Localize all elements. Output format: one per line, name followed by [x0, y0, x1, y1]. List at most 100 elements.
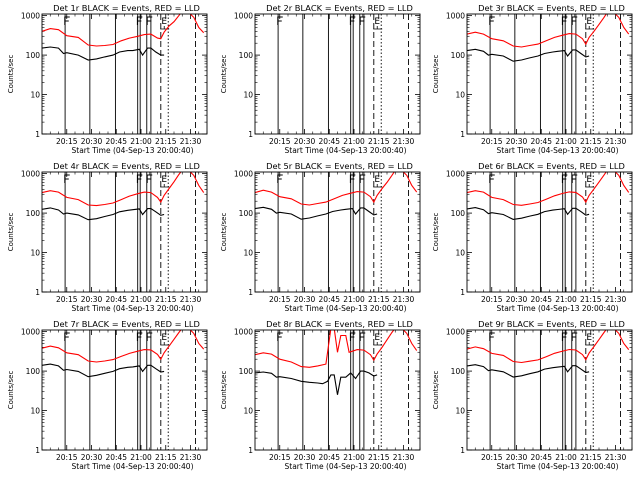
flag-marker-F	[64, 332, 70, 341]
bracket-marker-E: E	[374, 333, 380, 343]
flag-marker-F	[136, 332, 143, 341]
flag-marker-F	[359, 174, 366, 183]
y-tick-label: 10	[455, 249, 465, 258]
flag-marker-F	[277, 16, 283, 25]
x-tick-label: 20:45	[318, 295, 340, 304]
plot-area: E	[467, 330, 630, 450]
x-tick-label: 21:30	[393, 137, 415, 146]
x-tick-label: 20:15	[269, 137, 291, 146]
x-tick-label: 20:45	[105, 453, 127, 462]
plot-area: E	[255, 330, 418, 450]
x-tick-label: 21:30	[605, 453, 627, 462]
y-axis-label: Counts/sec	[432, 371, 440, 410]
x-tick-label: 20:45	[105, 137, 127, 146]
y-tick-label: 1000	[446, 170, 465, 179]
bracket-marker-bar	[585, 184, 595, 188]
x-tick-label: 21:15	[580, 295, 602, 304]
y-tick-label: 10	[243, 249, 253, 258]
series-line-events	[255, 370, 378, 395]
y-axis-label: Counts/sec	[7, 371, 15, 410]
x-tick-label: 21:30	[605, 137, 627, 146]
x-tick-label: 21:00	[343, 453, 365, 462]
flag-marker-F	[146, 174, 153, 183]
x-tick-label: 20:45	[318, 137, 340, 146]
panel-9: Det 9r BLACK = Events, RED = LLD 1 10 100 10…	[432, 319, 633, 471]
panel-title: Det 6r BLACK = Events, RED = LLD	[478, 161, 625, 171]
y-axis-label: Counts/sec	[220, 55, 228, 94]
panel-1: Det 1r BLACK = Events, RED = LLD 1 10 100 10…	[7, 3, 208, 155]
bracket-marker-bar	[585, 26, 595, 30]
panel-title: Det 9r BLACK = Events, RED = LLD	[478, 319, 625, 329]
y-tick-label: 1000	[446, 328, 465, 337]
x-axis-label: Start Time (04-Sep-13 20:00:40)	[285, 304, 407, 313]
bracket-marker-bar	[585, 342, 595, 346]
y-tick-label: 1000	[21, 170, 40, 179]
x-tick-label: 21:30	[393, 453, 415, 462]
bracket-marker-bar	[373, 342, 383, 346]
series-line-lld	[42, 330, 205, 363]
series-line-lld	[42, 14, 205, 47]
x-tick-label: 21:00	[130, 295, 152, 304]
flag-marker-F	[349, 16, 356, 25]
y-tick-label: 100	[451, 367, 466, 376]
flag-marker-F	[64, 174, 70, 183]
y-tick-label: 1000	[446, 12, 465, 21]
plot-frame	[466, 329, 633, 451]
series-line-lld	[467, 172, 630, 206]
x-tick-label: 20:30	[81, 295, 103, 304]
flag-marker-F	[136, 16, 143, 25]
series-line-events	[467, 48, 590, 62]
x-tick-label: 21:30	[393, 295, 415, 304]
x-tick-label: 20:15	[481, 453, 503, 462]
bracket-marker-bar	[160, 184, 170, 188]
panel-title: Det 1r BLACK = Events, RED = LLD	[53, 3, 200, 13]
y-axis-label: Counts/sec	[220, 213, 228, 252]
series-line-events	[42, 46, 165, 61]
panel-7: Det 7r BLACK = Events, RED = LLD 1 10 100 10…	[7, 319, 208, 471]
plot-area: E	[42, 14, 205, 134]
y-tick-label: 1	[460, 130, 465, 139]
x-tick-label: 20:45	[530, 137, 552, 146]
x-tick-label: 21:30	[180, 453, 202, 462]
y-axis-label: Counts/sec	[7, 213, 15, 252]
panel-4: Det 4r BLACK = Events, RED = LLD 1 10 100 10…	[7, 161, 208, 313]
plot-area: E	[277, 14, 409, 134]
bracket-marker-E: E	[161, 333, 167, 343]
flag-marker-F	[489, 332, 495, 341]
bracket-marker-bar	[373, 184, 383, 188]
y-tick-label: 10	[455, 407, 465, 416]
y-tick-label: 100	[239, 367, 254, 376]
series-line-lld	[42, 172, 205, 207]
series-line-events	[42, 363, 165, 378]
y-tick-label: 10	[30, 407, 40, 416]
flag-marker-F	[359, 16, 366, 25]
x-axis-label: Start Time (04-Sep-13 20:00:40)	[285, 146, 407, 155]
x-tick-label: 20:15	[56, 295, 78, 304]
x-tick-label: 21:15	[368, 295, 390, 304]
x-tick-label: 21:15	[580, 453, 602, 462]
bracket-marker-bar	[373, 26, 383, 30]
plot-area: E	[467, 14, 630, 134]
bracket-marker-E: E	[374, 17, 380, 27]
x-tick-label: 21:30	[180, 295, 202, 304]
plot-area: E	[467, 172, 630, 292]
bracket-marker-E: E	[161, 175, 167, 185]
y-tick-label: 100	[451, 51, 466, 60]
panel-2: Det 2r BLACK = Events, RED = LLD 1 10 100 10…	[220, 3, 421, 155]
y-tick-label: 1000	[234, 328, 253, 337]
x-tick-label: 21:00	[130, 137, 152, 146]
x-tick-label: 21:15	[368, 137, 390, 146]
y-tick-label: 10	[243, 407, 253, 416]
x-tick-label: 20:45	[318, 453, 340, 462]
plot-area: E	[42, 172, 205, 292]
y-tick-label: 10	[30, 91, 40, 100]
x-tick-label: 21:00	[555, 295, 577, 304]
flag-marker-F	[146, 332, 153, 341]
x-tick-label: 21:15	[155, 295, 177, 304]
y-axis-label: Counts/sec	[432, 213, 440, 252]
x-tick-label: 20:30	[81, 453, 103, 462]
flag-marker-F	[571, 174, 578, 183]
x-tick-label: 21:00	[343, 137, 365, 146]
x-tick-label: 21:30	[180, 137, 202, 146]
flag-marker-F	[489, 16, 495, 25]
